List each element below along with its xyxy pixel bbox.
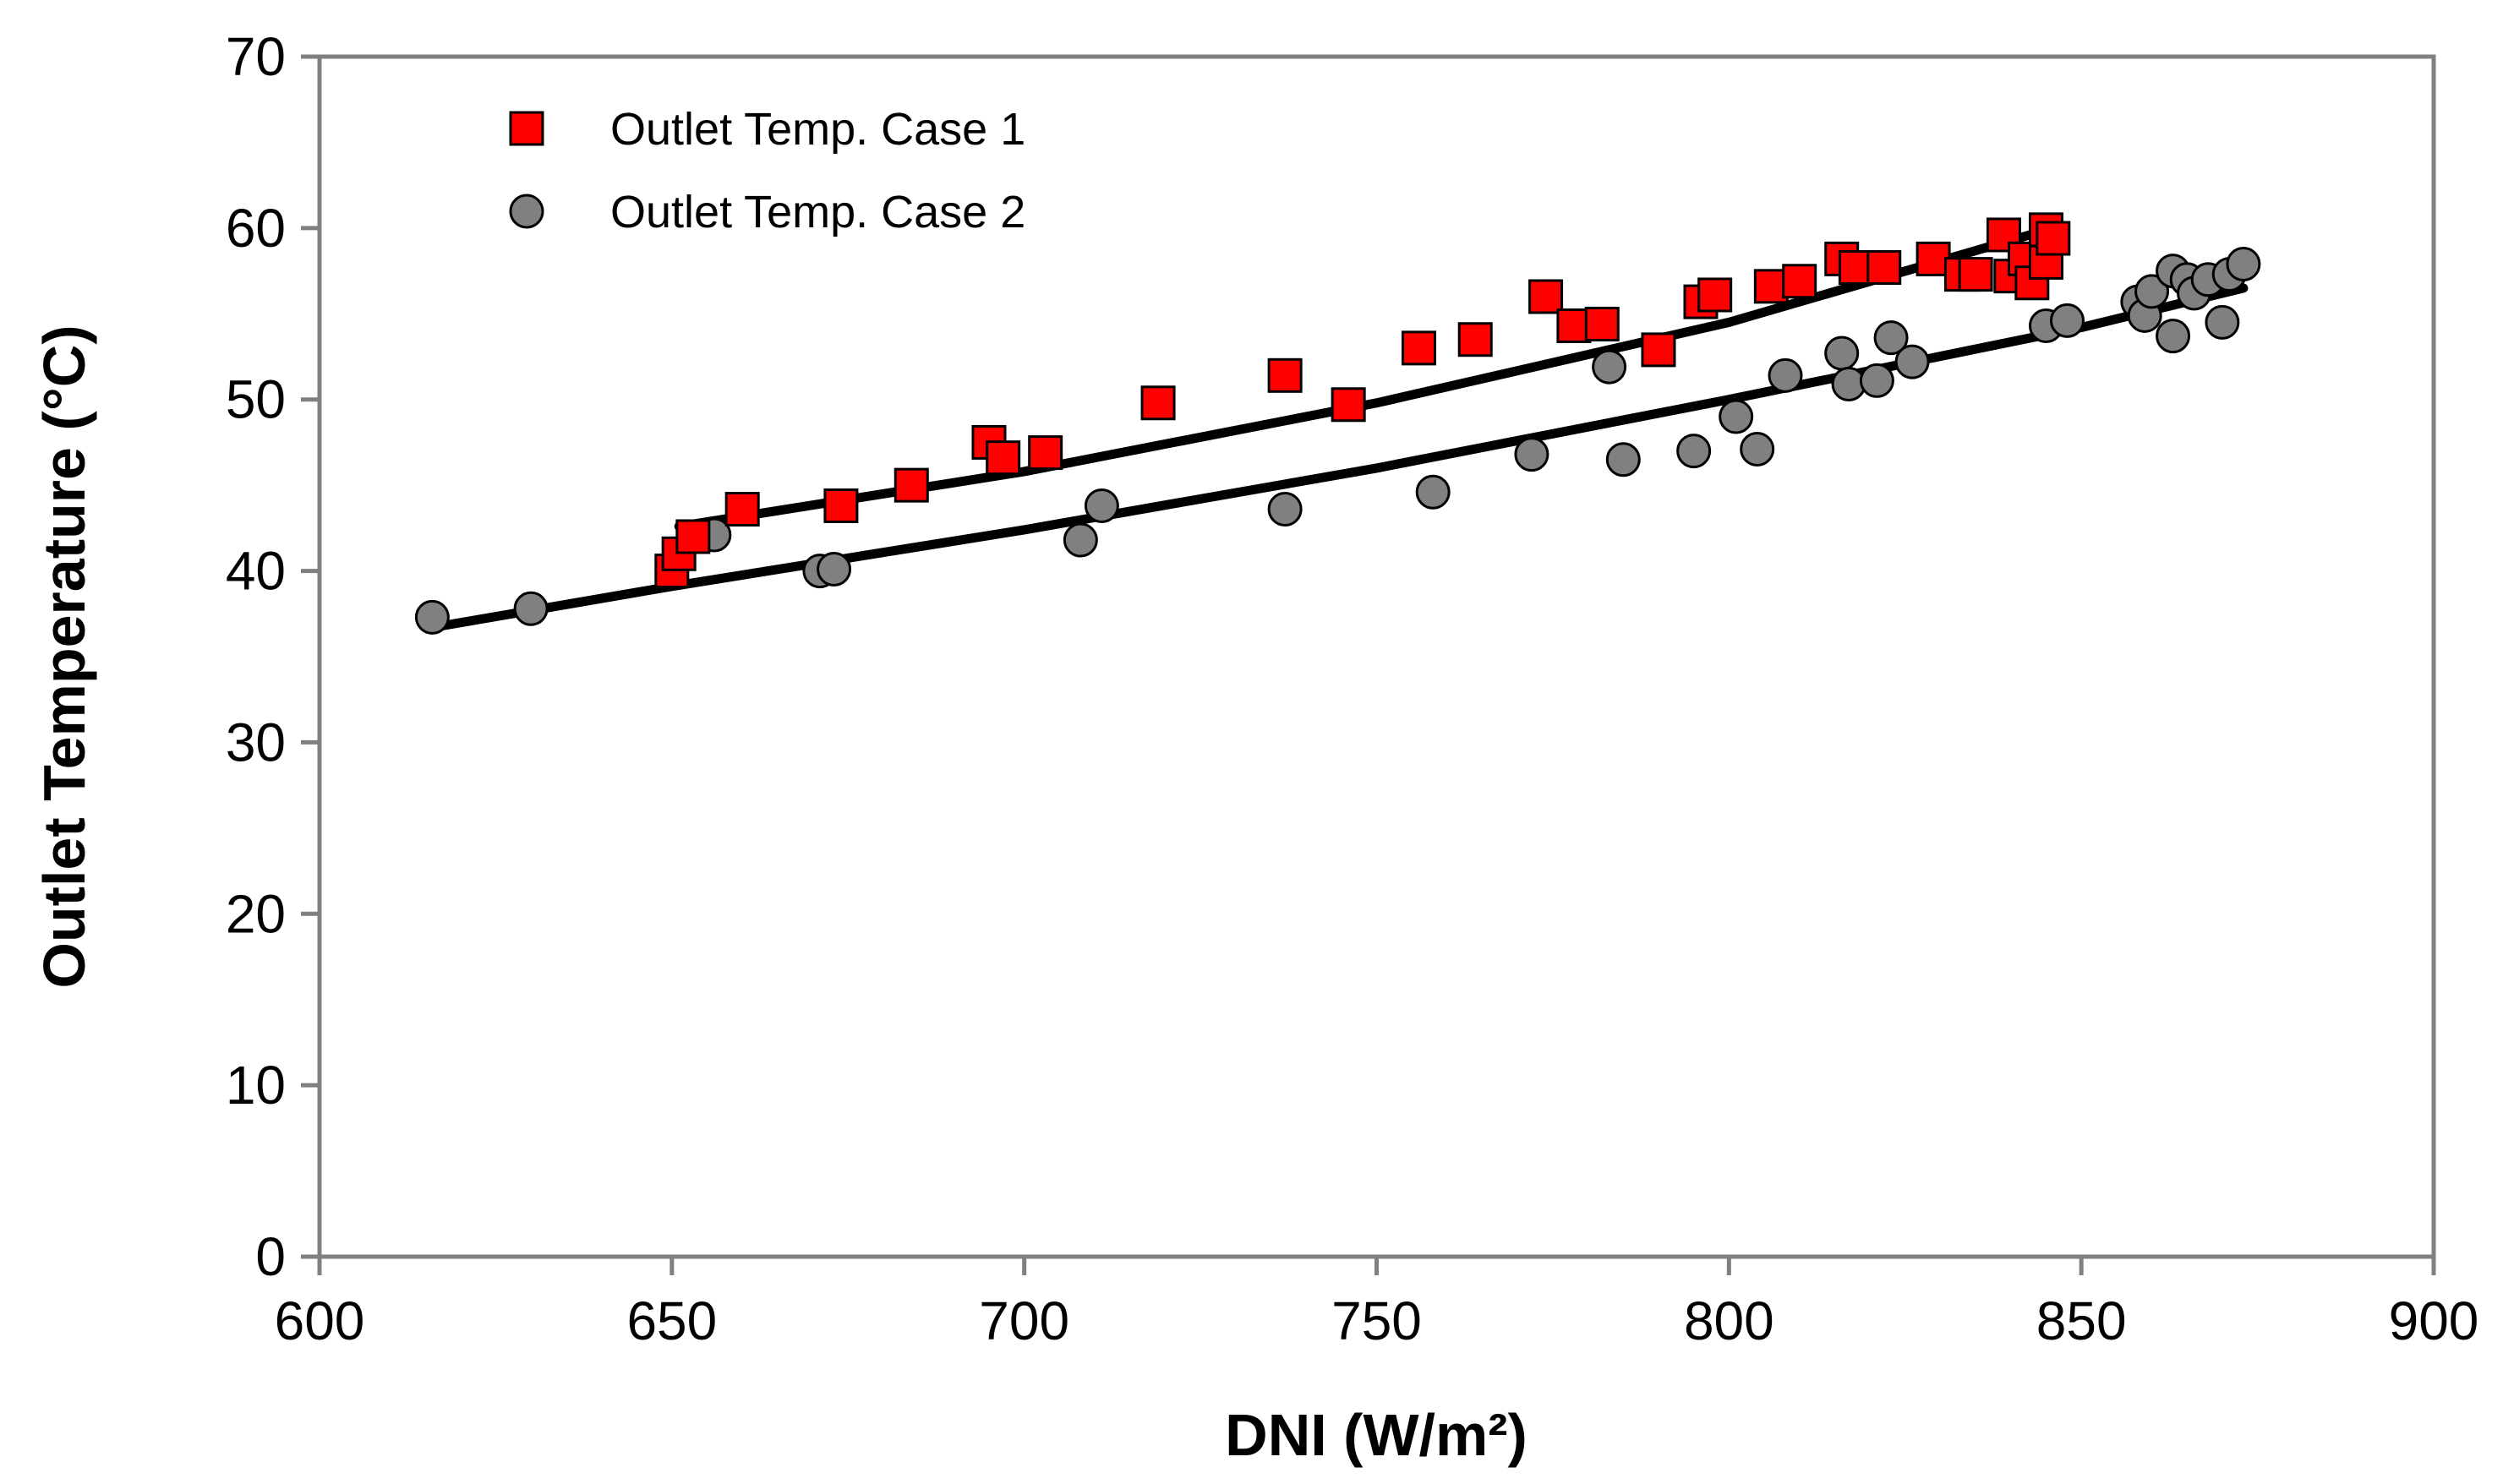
data-point-case-2 (1894, 344, 1930, 379)
data-point-case-2 (2205, 304, 2240, 340)
y-tick-label: 40 (226, 541, 286, 602)
legend-marker-case-1 (509, 111, 544, 146)
data-point-case-2 (1873, 320, 1909, 356)
data-point-case-1 (724, 492, 760, 527)
x-tick-label: 600 (275, 1290, 365, 1351)
data-point-case-2 (2156, 319, 2191, 354)
legend-label: Outlet Temp. Case 2 (610, 187, 1025, 237)
data-point-case-2 (2226, 246, 2261, 281)
data-point-case-2 (1824, 336, 1860, 371)
x-axis: 600 650 700 750 800 850 900 (275, 1257, 2479, 1351)
y-tick-label: 50 (226, 369, 286, 430)
data-point-case-1 (1028, 435, 1063, 471)
data-point-case-1 (1697, 277, 1733, 313)
data-point-case-2 (2049, 303, 2085, 338)
legend-item-case-1: Outlet Temp. Case 1 (509, 104, 1025, 155)
data-point-case-1 (823, 488, 859, 523)
data-point-case-1 (1584, 306, 1620, 341)
data-point-case-1 (1866, 250, 1902, 286)
data-point-case-1 (894, 467, 929, 503)
data-point-case-1 (986, 440, 1021, 476)
legend: Outlet Temp. Case 1 Outlet Temp. Case 2 (509, 104, 1025, 237)
data-points (414, 212, 2261, 635)
y-axis: 0 10 20 30 40 50 60 70 (226, 26, 320, 1287)
data-point-case-2 (1768, 357, 1803, 393)
y-tick-label: 70 (226, 26, 286, 87)
data-point-case-1 (1556, 308, 1592, 343)
data-point-case-2 (1859, 363, 1894, 398)
y-tick-label: 60 (226, 198, 286, 259)
data-point-case-1 (1528, 279, 1564, 314)
x-axis-title: DNI (W/m²) (1225, 1402, 1527, 1468)
y-tick-label: 20 (226, 883, 286, 944)
x-tick-label: 750 (1331, 1290, 1422, 1351)
data-point-case-1 (1641, 332, 1676, 368)
data-point-case-1 (1753, 269, 1789, 304)
data-point-case-2 (513, 591, 549, 626)
y-tick-label: 0 (255, 1226, 286, 1287)
data-point-case-1 (2036, 221, 2071, 256)
data-point-case-2 (1740, 432, 1775, 467)
data-point-case-2 (1084, 488, 1119, 523)
legend-item-case-2: Outlet Temp. Case 2 (509, 187, 1025, 237)
data-point-case-1 (1402, 330, 1437, 366)
data-point-case-1 (1838, 250, 1873, 286)
legend-marker-case-2 (509, 194, 544, 229)
data-point-case-2 (2134, 274, 2170, 309)
data-point-case-1 (1782, 264, 1817, 299)
x-tick-label: 650 (626, 1290, 717, 1351)
data-point-case-2 (1514, 437, 1549, 472)
data-point-case-1 (1958, 257, 1993, 292)
data-point-case-2 (1719, 399, 1754, 434)
data-point-case-1 (1331, 387, 1366, 423)
data-point-case-1 (1140, 385, 1176, 421)
data-point-case-2 (1592, 349, 1627, 385)
data-point-case-2 (1676, 434, 1712, 469)
data-point-case-2 (1063, 522, 1098, 558)
data-point-case-1 (1457, 322, 1493, 357)
data-point-case-1 (675, 519, 711, 554)
x-tick-label: 800 (1684, 1290, 1774, 1351)
legend-label: Outlet Temp. Case 1 (610, 104, 1025, 155)
data-point-case-2 (1415, 474, 1451, 510)
x-tick-label: 900 (2389, 1290, 2479, 1351)
data-point-case-1 (1267, 357, 1303, 393)
data-point-case-2 (817, 552, 852, 587)
data-point-case-2 (1267, 492, 1303, 527)
x-tick-label: 700 (979, 1290, 1069, 1351)
y-tick-label: 10 (226, 1055, 286, 1116)
data-point-case-2 (414, 599, 450, 635)
y-tick-label: 30 (226, 712, 286, 772)
trendline-case-2 (427, 283, 2249, 632)
x-tick-label: 850 (2036, 1290, 2127, 1351)
data-point-case-2 (1605, 442, 1641, 477)
y-axis-title: Outlet Temperature (°C) (31, 325, 97, 988)
